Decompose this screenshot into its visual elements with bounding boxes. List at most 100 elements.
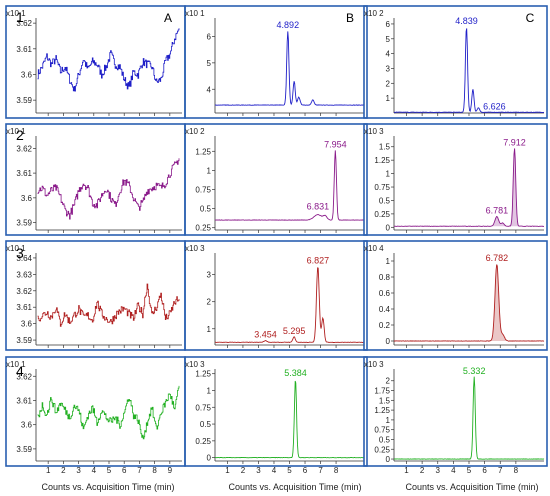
panel-frame	[5, 5, 186, 119]
panel-frame	[363, 240, 548, 351]
y-tick-label: 3.61	[16, 303, 32, 312]
peak-label: 5.384	[284, 368, 307, 378]
panel-frame	[184, 356, 368, 467]
y-tick-label: 0.75	[195, 403, 211, 412]
row-label-1: 1	[16, 9, 24, 25]
series-line	[394, 148, 544, 227]
x-axis-title-B: Counts vs. Acquisition Time (min)	[228, 482, 361, 492]
chart-panel-B1: x10 1 4 5 6 4.892	[184, 5, 368, 119]
x-tick-label: 1	[46, 466, 51, 475]
x-tick-label: 4	[451, 466, 456, 475]
y-tick-label: 1	[207, 166, 212, 175]
x-tick-label: 6	[303, 466, 308, 475]
peak-label: 5.332	[463, 366, 486, 376]
y-tick-label: 2	[386, 377, 391, 386]
x-tick-label: 5	[107, 466, 112, 475]
chart-panel-B3: x10 3 1 2 3 3.454 5.295 6.827	[184, 240, 368, 351]
peak-label: 7.912	[503, 137, 526, 147]
peak-label: 6.782	[486, 253, 509, 263]
x-tick-label: 1	[225, 466, 230, 475]
y-tick-label: 0.6	[379, 289, 391, 298]
y-tick-label: 1	[386, 416, 391, 425]
y-tick-label: 2	[386, 79, 391, 88]
y-tick-label: 3.62	[16, 19, 32, 28]
panel-frame	[5, 240, 186, 351]
y-tick-label: 0	[207, 454, 212, 463]
y-tick-label: 0.25	[195, 437, 211, 446]
y-tick-label: 1	[386, 170, 391, 179]
y-tick-label: 1	[207, 325, 212, 334]
y-tick-label: 1.5	[379, 396, 391, 405]
panel-frame	[184, 123, 368, 236]
chart-panel-A4: x10 1 3.59 3.6 3.61 3.62 1 2 3 4 5 6 7 8 9	[5, 356, 186, 475]
y-tick-label: 3	[207, 271, 212, 280]
x-tick-label: 1	[404, 466, 409, 475]
y-tick-label: 3.61	[16, 396, 32, 405]
column-labels: A B C	[164, 11, 535, 25]
series-line	[215, 150, 365, 221]
y-axis-exponent: x10 2	[364, 9, 384, 18]
y-tick-label: 1.5	[379, 143, 391, 152]
x-tick-label: 2	[61, 466, 66, 475]
y-tick-label: 0.25	[195, 224, 211, 233]
y-tick-label: 1	[386, 94, 391, 103]
y-tick-label: 3	[386, 64, 391, 73]
x-tick-label: 5	[467, 466, 472, 475]
panel-frame	[5, 123, 186, 236]
x-tick-label: 6	[482, 466, 487, 475]
row-label-2: 2	[16, 127, 24, 143]
y-axis-exponent: x10 3	[364, 127, 384, 136]
y-tick-label: 0.5	[200, 205, 212, 214]
peak-label: 5.295	[283, 326, 306, 336]
panel-frame	[5, 356, 186, 467]
series-line	[37, 28, 180, 92]
chart-panel-B2: x10 2 0.25 0.5 0.75 1 1.25 6.831 7.954	[184, 123, 368, 236]
y-tick-label: 4	[386, 50, 391, 59]
series-line	[215, 380, 365, 459]
x-tick-label: 2	[420, 466, 425, 475]
x-tick-label: 7	[318, 466, 323, 475]
series-line	[393, 376, 545, 460]
y-tick-label: 3.59	[16, 336, 32, 345]
x-tick-label: 8	[334, 466, 339, 475]
y-tick-label: 1.25	[195, 370, 211, 379]
x-tick-label: 3	[76, 466, 81, 475]
y-tick-label: 1	[386, 257, 391, 266]
y-tick-label: 3.59	[16, 96, 32, 105]
y-tick-label: 6	[207, 32, 212, 41]
series-line	[214, 31, 365, 106]
y-tick-label: 0.8	[379, 273, 391, 282]
y-axis-exponent: x10 1	[6, 127, 26, 136]
y-tick-label: 3.62	[16, 144, 32, 153]
y-tick-label: 3.59	[16, 219, 32, 228]
y-axis-exponent: x10 1	[6, 360, 26, 369]
x-tick-label: 7	[498, 466, 503, 475]
y-tick-label: 3.62	[16, 287, 32, 296]
panel-frame	[363, 5, 548, 119]
y-tick-label: 1.25	[374, 156, 390, 165]
series-line	[37, 385, 180, 440]
x-tick-label: 7	[137, 466, 142, 475]
y-tick-label: 3.6	[21, 421, 33, 430]
series-line	[393, 264, 545, 342]
y-tick-label: 0.5	[379, 196, 391, 205]
y-tick-label: 4	[207, 85, 212, 94]
y-tick-label: 6	[386, 20, 391, 29]
column-label-B: B	[346, 11, 354, 25]
y-tick-label: 5	[207, 59, 212, 68]
y-tick-label: 3.64	[16, 254, 32, 263]
y-tick-label: 0.4	[379, 305, 391, 314]
panel-frame	[363, 356, 548, 467]
x-axis-title-A: Counts vs. Acquisition Time (min)	[41, 482, 174, 492]
y-tick-label: 3.59	[16, 445, 32, 454]
y-tick-label: 0.25	[374, 210, 390, 219]
y-tick-label: 0.75	[374, 183, 390, 192]
y-tick-label: 1.75	[374, 387, 390, 396]
panel-frame	[363, 123, 548, 236]
y-axis-exponent: x10 2	[185, 127, 205, 136]
y-tick-label: 2	[207, 298, 212, 307]
chart-panel-C2: x10 3 0 0.25 0.5 0.75 1 1.25 1.5 6.781 7.912	[363, 123, 548, 236]
y-axis-exponent: x10 3	[185, 360, 205, 369]
y-tick-label: 3.63	[16, 270, 32, 279]
